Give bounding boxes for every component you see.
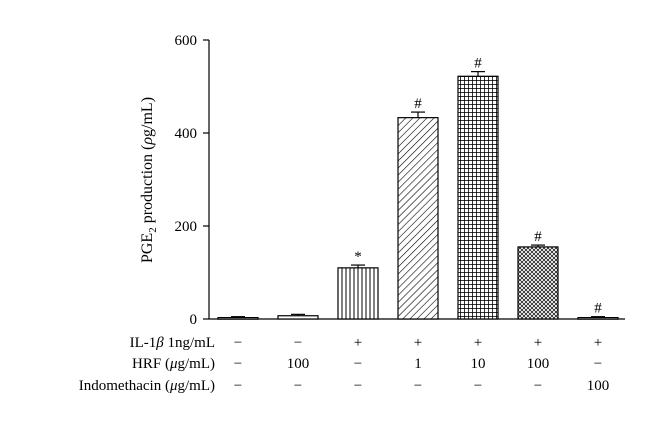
row-label-il1b: IL-1β 1ng/mL [130, 335, 215, 351]
condition-cell: − [234, 356, 242, 372]
bar [517, 246, 559, 320]
condition-cell: − [354, 378, 362, 394]
condition-cell: 1 [414, 356, 422, 372]
condition-cell: + [534, 335, 542, 351]
significance-marker: # [474, 56, 482, 72]
condition-cell: − [534, 378, 542, 394]
condition-cell: − [294, 335, 302, 351]
condition-cell: 100 [587, 378, 610, 394]
condition-cell: − [294, 378, 302, 394]
y-tick-label: 0 [190, 312, 198, 328]
condition-cell: − [354, 356, 362, 372]
condition-cell: − [234, 378, 242, 394]
condition-cell: + [474, 335, 482, 351]
y-tick-label: 400 [175, 126, 198, 142]
significance-marker: # [534, 229, 542, 245]
condition-cell: − [594, 356, 602, 372]
bar [217, 317, 259, 320]
y-tick-label: 600 [175, 33, 198, 49]
row-label-indomethacin: Indomethacin (μg/mL) [79, 378, 215, 394]
condition-cell: + [354, 335, 362, 351]
condition-cell: − [234, 335, 242, 351]
condition-table: − − + + + + + − 100 − 1 10 100 − − − − − − − 100 [234, 335, 609, 394]
bar [577, 317, 619, 320]
condition-cell: 100 [287, 356, 310, 372]
condition-cell: + [414, 335, 422, 351]
condition-cell: − [414, 378, 422, 394]
condition-cell: + [594, 335, 602, 351]
bars: * # # # # [217, 56, 619, 320]
bar [457, 75, 499, 320]
condition-cell: 100 [527, 356, 550, 372]
significance-marker: * [354, 249, 362, 265]
significance-marker: # [414, 96, 422, 112]
condition-cell: 10 [471, 356, 486, 372]
row-label-hrf: HRF (μg/mL) [132, 356, 215, 372]
condition-cell: − [474, 378, 482, 394]
bar [397, 117, 439, 320]
bar [337, 267, 379, 320]
significance-marker: # [594, 301, 602, 317]
bar [277, 315, 319, 320]
y-axis-label: PGE2 production (ρg/mL) [139, 97, 159, 263]
y-tick-label: 200 [175, 219, 198, 235]
